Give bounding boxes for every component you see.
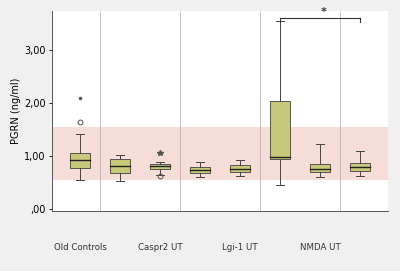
Text: Caspr2 UT: Caspr2 UT — [138, 243, 182, 253]
Text: *: * — [321, 7, 327, 17]
Bar — [52, 127, 388, 180]
Text: NMDA UT: NMDA UT — [300, 243, 340, 253]
FancyBboxPatch shape — [190, 166, 210, 173]
FancyBboxPatch shape — [230, 165, 250, 172]
Text: Old Controls: Old Controls — [54, 243, 106, 253]
FancyBboxPatch shape — [310, 164, 330, 172]
FancyBboxPatch shape — [150, 164, 170, 169]
FancyBboxPatch shape — [350, 163, 370, 171]
Y-axis label: PGRN (ng/ml): PGRN (ng/ml) — [11, 78, 21, 144]
FancyBboxPatch shape — [270, 101, 290, 159]
Text: Lgi-1 UT: Lgi-1 UT — [222, 243, 258, 253]
FancyBboxPatch shape — [70, 153, 90, 167]
FancyBboxPatch shape — [110, 159, 130, 173]
